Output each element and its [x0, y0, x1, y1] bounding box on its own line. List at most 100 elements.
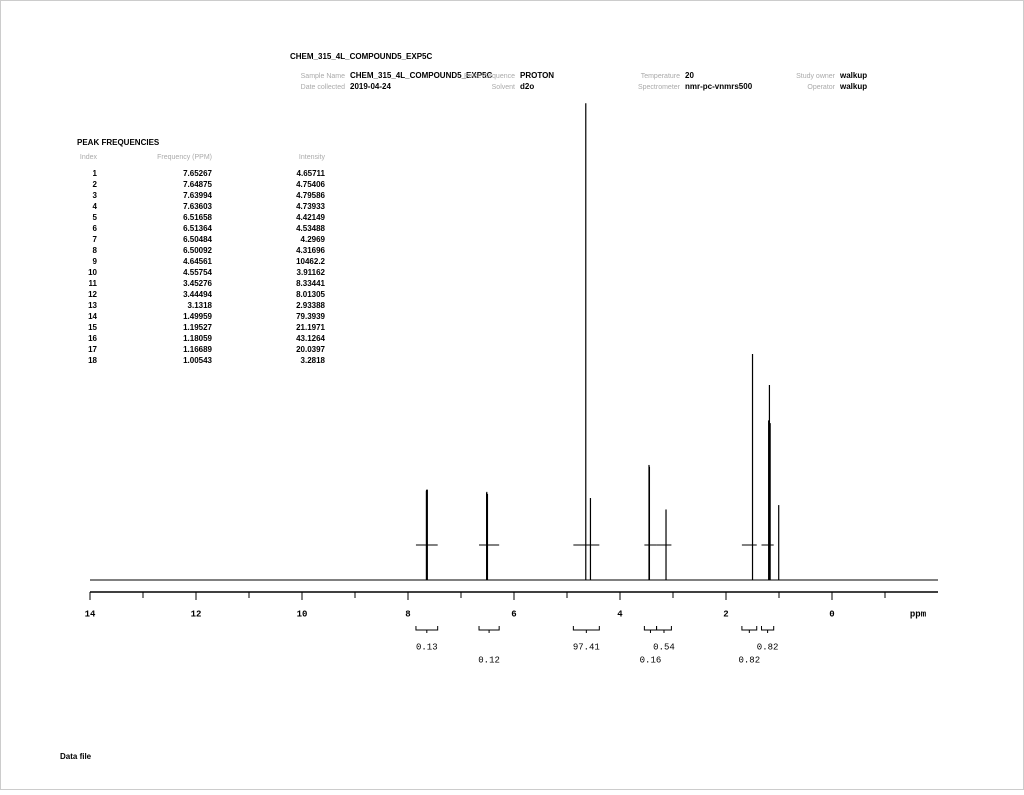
title: CHEM_315_4L_COMPOUND5_EXP5C — [290, 52, 432, 61]
integral-value: 0.12 — [478, 655, 500, 665]
table-cell: 4.2969 — [301, 235, 326, 244]
field-label: Sample Name — [301, 73, 345, 80]
table-cell: 7.64875 — [183, 180, 212, 189]
table-cell: 4.31696 — [296, 246, 325, 255]
table-cell: 3.2818 — [301, 356, 326, 365]
table-cell: 8.01305 — [296, 290, 325, 299]
table-cell: 13 — [88, 301, 97, 310]
field-label: Pulse Sequence — [464, 73, 515, 80]
table-cell: 6.50484 — [183, 235, 212, 244]
table-cell: 3.45276 — [183, 279, 212, 288]
integral-bracket — [415, 626, 439, 633]
table-cell: 7.63603 — [183, 202, 212, 211]
integral-value: 0.82 — [757, 642, 779, 652]
table-cell: 1.16689 — [183, 345, 212, 354]
table-cell: 12 — [88, 290, 97, 299]
integral-value: 0.16 — [640, 655, 662, 665]
x-tick-label: 14 — [85, 609, 96, 619]
table-cell: 7 — [93, 235, 98, 244]
field-label: Operator — [807, 84, 835, 91]
field-value: walkup — [839, 82, 867, 91]
table-cell: 17 — [88, 345, 97, 354]
integral-bracket — [478, 626, 500, 633]
integral-value: 0.54 — [653, 642, 675, 652]
field-label: Solvent — [492, 84, 515, 91]
table-cell: 4.42149 — [296, 213, 325, 222]
table-cell: 9 — [93, 257, 98, 266]
integral-bracket — [741, 626, 758, 633]
column-header: Index — [80, 154, 98, 161]
table-cell: 3.1318 — [188, 301, 213, 310]
table-cell: 1.19527 — [183, 323, 212, 332]
column-header: Intensity — [299, 154, 326, 161]
table-cell: 20.0397 — [296, 345, 325, 354]
table-cell: 4.75406 — [296, 180, 325, 189]
table-cell: 21.1971 — [296, 323, 325, 332]
table-cell: 3 — [93, 191, 98, 200]
integral-value: 0.13 — [416, 642, 438, 652]
field-value: PROTON — [520, 71, 554, 80]
table-cell: 14 — [88, 312, 97, 321]
table-cell: 6.51364 — [183, 224, 212, 233]
table-cell: 6 — [93, 224, 98, 233]
table-cell: 7.63994 — [183, 191, 212, 200]
field-value: walkup — [839, 71, 867, 80]
table-cell: 15 — [88, 323, 97, 332]
field-label: Study owner — [796, 73, 836, 80]
table-cell: 6.51658 — [183, 213, 212, 222]
table-cell: 1.18059 — [183, 334, 212, 343]
table-cell: 2.93388 — [296, 301, 325, 310]
table-cell: 2 — [93, 180, 98, 189]
table-cell: 4.53488 — [296, 224, 325, 233]
table-cell: 8 — [93, 246, 98, 255]
field-value: nmr-pc-vnmrs500 — [685, 82, 753, 91]
x-tick-label: 10 — [297, 609, 308, 619]
field-label: Spectrometer — [638, 84, 681, 91]
table-cell: 4.79586 — [296, 191, 325, 200]
x-axis-label: ppm — [910, 609, 927, 619]
integral-bracket — [572, 626, 600, 633]
table-cell: 1.49959 — [183, 312, 212, 321]
table-cell: 79.3939 — [296, 312, 325, 321]
table-cell: 10 — [88, 268, 97, 277]
integral-bracket — [761, 626, 775, 633]
table-cell: 7.65267 — [183, 169, 212, 178]
field-value: 2019-04-24 — [350, 82, 391, 91]
table-cell: 3.44494 — [183, 290, 212, 299]
table-cell: 4.65711 — [297, 169, 326, 178]
field-label: Temperature — [641, 73, 680, 80]
column-header: Frequency (PPM) — [157, 154, 212, 161]
table-title: PEAK FREQUENCIES — [77, 138, 160, 147]
field-label: Date collected — [301, 84, 345, 91]
table-cell: 4.73933 — [296, 202, 325, 211]
table-cell: 6.50092 — [183, 246, 212, 255]
x-tick-label: 2 — [723, 609, 728, 619]
table-cell: 8.33441 — [296, 279, 325, 288]
table-cell: 4.64561 — [183, 257, 212, 266]
field-value: d2o — [520, 82, 534, 91]
x-tick-label: 8 — [405, 609, 410, 619]
x-tick-label: 6 — [511, 609, 516, 619]
table-cell: 4 — [93, 202, 98, 211]
x-tick-label: 4 — [617, 609, 623, 619]
integral-value: 97.41 — [573, 642, 600, 652]
field-value: 20 — [685, 71, 694, 80]
table-cell: 18 — [88, 356, 97, 365]
table-cell: 5 — [93, 213, 98, 222]
integral-value: 0.82 — [739, 655, 761, 665]
x-tick-label: 0 — [829, 609, 834, 619]
table-cell: 11 — [89, 279, 98, 288]
table-cell: 16 — [88, 334, 97, 343]
field-value: CHEM_315_4L_COMPOUND5_EXP5C — [350, 71, 492, 80]
table-cell: 43.1264 — [296, 334, 325, 343]
footer-label: Data file — [60, 752, 92, 761]
table-cell: 1 — [93, 169, 98, 178]
integral-bracket — [656, 626, 672, 633]
table-cell: 4.55754 — [183, 268, 212, 277]
table-cell: 10462.2 — [296, 257, 325, 266]
x-tick-label: 12 — [191, 609, 202, 619]
table-cell: 1.00543 — [183, 356, 212, 365]
table-cell: 3.91162 — [297, 268, 326, 277]
